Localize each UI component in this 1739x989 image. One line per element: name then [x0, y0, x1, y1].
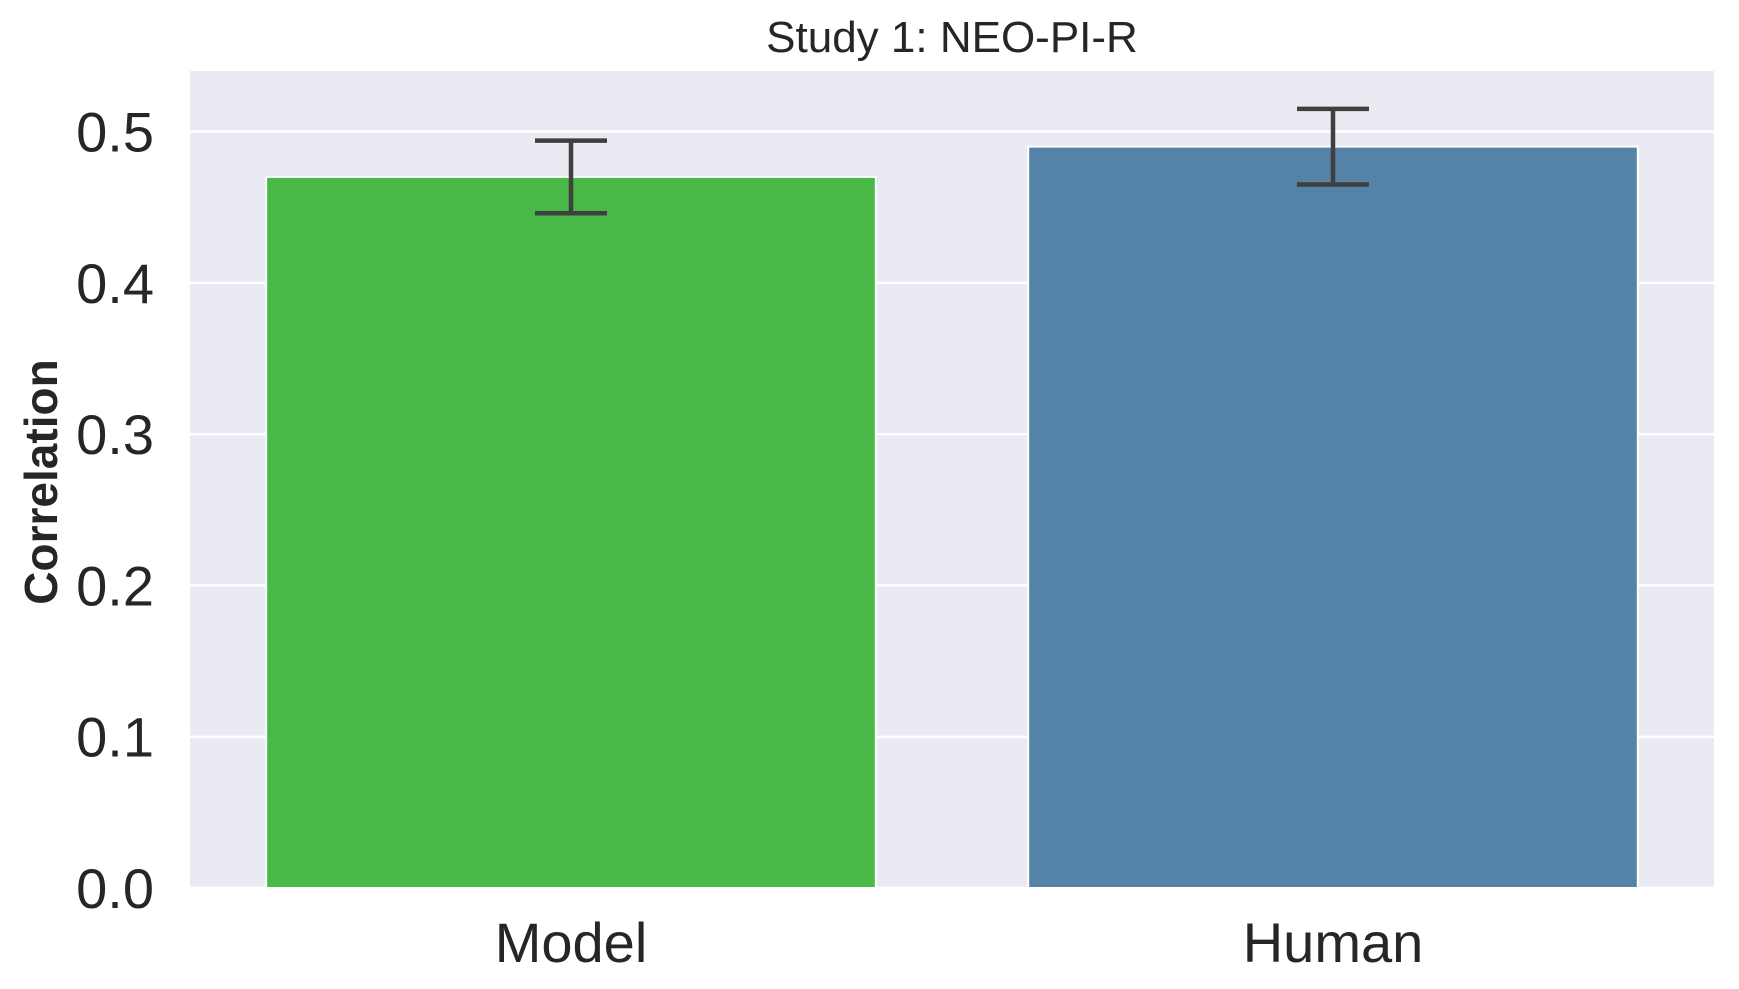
error-bars: [535, 106, 1369, 216]
y-axis-label: Correlation: [15, 359, 67, 604]
y-tick-label: 0.2: [76, 554, 154, 617]
y-tick-label: 0.1: [76, 706, 154, 769]
y-tick-label: 0.0: [76, 857, 154, 920]
bars: [265, 145, 1639, 890]
x-tick-label-human: Human: [1243, 911, 1424, 974]
y-tick-label: 0.5: [76, 101, 154, 164]
y-tick-label: 0.4: [76, 252, 154, 315]
x-tick-label-model: Model: [495, 911, 648, 974]
y-tick-labels: 0.0 0.1 0.2 0.3 0.4 0.5: [76, 101, 154, 920]
error-bar-model: [535, 138, 607, 216]
y-tick-label: 0.3: [76, 403, 154, 466]
chart-title: Study 1: NEO-PI-R: [766, 13, 1138, 62]
bar-model: [265, 175, 877, 889]
x-tick-labels: Model Human: [495, 911, 1424, 974]
bar-human: [1027, 145, 1639, 890]
error-bar-human: [1297, 106, 1369, 187]
